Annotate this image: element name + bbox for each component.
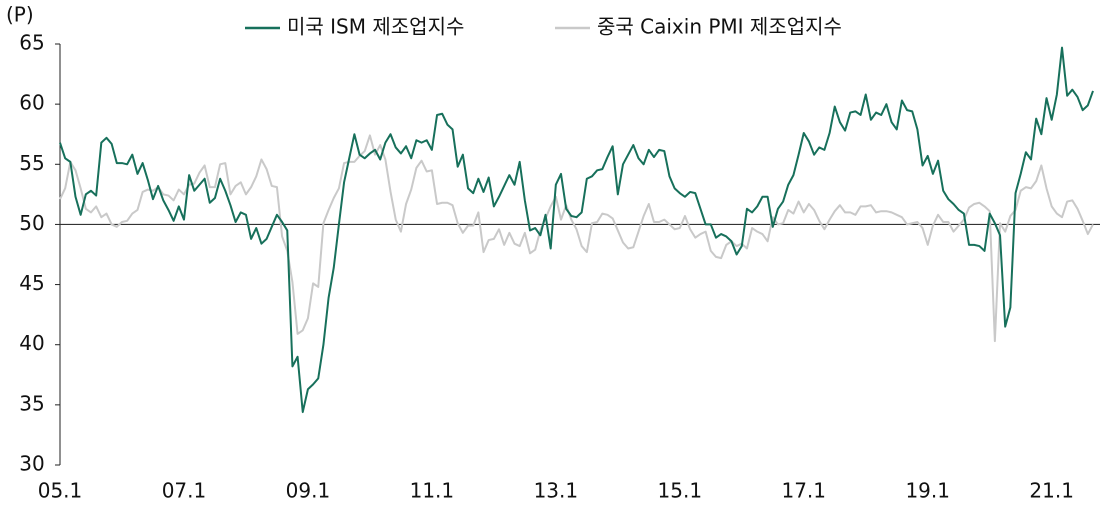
y-tick-label: 40 [19,331,44,355]
x-tick-label: 05.1 [38,479,83,503]
y-tick-label: 45 [19,271,44,295]
y-tick-label: 30 [19,452,44,476]
series-line [59,46,1094,414]
x-tick-label: 21.1 [1029,479,1074,503]
x-tick-label: 17.1 [781,479,826,503]
y-tick-label: 65 [19,31,44,55]
x-tick-label: 09.1 [286,479,331,503]
y-tick-label: 50 [19,211,44,235]
y-tick-label: 35 [19,391,44,415]
x-tick-label: 13.1 [534,479,579,503]
x-tick-label: 19.1 [905,479,950,503]
y-tick-label: 55 [19,151,44,175]
x-tick-label: 07.1 [162,479,207,503]
legend-label: 중국 Caixin PMI 제조업지수 [597,15,842,39]
y-unit: (P) [6,3,34,27]
x-tick-label: 15.1 [658,479,703,503]
y-tick-label: 60 [19,91,44,115]
x-tick-label: 11.1 [410,479,455,503]
legend-label: 미국 ISM 제조업지수 [287,15,464,39]
series-line [59,134,1094,343]
